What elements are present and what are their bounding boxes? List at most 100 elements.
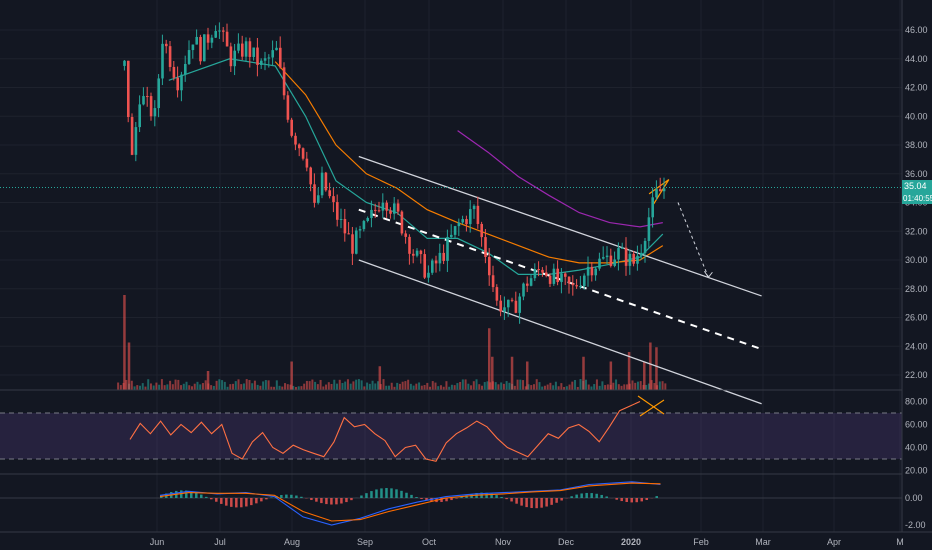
price-tick-label: 38.00: [905, 140, 928, 150]
macd-histogram-bar: [245, 498, 248, 507]
volume-bar: [437, 386, 440, 390]
rsi-axis[interactable]: 80.00 60.00 40.00 20.00: [905, 397, 928, 476]
candle-body: [320, 172, 324, 196]
candle-body: [279, 47, 282, 68]
macd-histogram-bar: [285, 494, 288, 498]
candle-body: [469, 209, 472, 225]
candle-body: [142, 96, 145, 105]
last-price-marker: 35.04 01:40:55: [902, 180, 932, 204]
candle-body: [237, 43, 240, 51]
volume-bar-spike: [526, 361, 529, 390]
macd-histogram-bar: [230, 498, 233, 507]
volume-bar: [196, 381, 199, 390]
macd-axis[interactable]: 0.00 -2.00: [905, 493, 926, 530]
macd-histogram-bar: [215, 498, 218, 502]
macd-histogram-bar: [425, 498, 428, 501]
macd-histogram-bar: [240, 498, 243, 508]
volume-bar: [177, 379, 180, 390]
volume-bar: [152, 385, 155, 390]
candle-body: [385, 202, 388, 211]
volume-bar: [234, 381, 237, 390]
volume-bar: [409, 383, 412, 390]
macd-histogram-bar: [515, 498, 518, 504]
volume-bar: [270, 386, 273, 390]
candle-body: [484, 237, 487, 257]
macd-histogram-bar: [445, 498, 448, 502]
candle-body: [636, 255, 639, 264]
volume-bar: [549, 382, 552, 390]
volume-bar: [336, 383, 338, 390]
candle-body: [146, 96, 149, 98]
candle-body: [210, 37, 214, 43]
macd-histogram-bar: [455, 498, 458, 499]
candle-body: [130, 117, 134, 155]
volume-bar: [286, 384, 289, 390]
candle-body: [180, 74, 183, 91]
candle-body: [579, 285, 582, 287]
volume-bar: [486, 381, 489, 390]
volume-bar: [141, 383, 144, 390]
macd-histogram-bar: [300, 496, 303, 498]
volume-bar: [601, 381, 604, 390]
macd-histogram-bar: [420, 498, 423, 499]
candle-body: [651, 197, 654, 218]
volume-bar: [396, 382, 399, 390]
volume-bar: [147, 379, 150, 390]
candle-body: [583, 275, 586, 286]
candle-body: [199, 36, 202, 62]
candle-body: [419, 250, 423, 255]
candle-body: [427, 272, 430, 278]
volume-bar: [174, 379, 177, 390]
volume-bar: [530, 385, 533, 390]
volume-bar: [598, 385, 601, 390]
macd-histogram-bar: [645, 498, 648, 501]
candle-body: [400, 211, 404, 234]
volume-bar: [502, 383, 505, 390]
macd-histogram-bar: [460, 496, 463, 498]
candle-body: [659, 189, 662, 192]
macd-histogram-bar: [205, 496, 208, 498]
time-tick-label: Mar: [755, 537, 771, 547]
macd-histogram-bar: [635, 498, 638, 503]
trend-channel-drawings[interactable]: [0, 155, 902, 405]
macd-histogram-bar: [350, 498, 353, 501]
time-tick-label: Feb: [693, 537, 709, 547]
macd-histogram-bar: [535, 498, 538, 509]
macd-signal-line: [159, 482, 661, 522]
rsi-pane[interactable]: [0, 395, 902, 462]
volume-bar-spike: [510, 356, 514, 390]
volume-bar: [169, 380, 172, 390]
volume-bar: [450, 384, 453, 390]
candle-body: [195, 36, 198, 45]
volume-bar: [346, 379, 349, 390]
macd-pane[interactable]: [0, 481, 902, 526]
volume-bar: [461, 379, 464, 390]
candle-body: [332, 196, 335, 203]
candle-body: [301, 148, 305, 159]
volume-bar: [316, 384, 319, 390]
volume-bar: [182, 383, 185, 390]
macd-histogram-bar: [500, 496, 503, 498]
macd-histogram-bar: [450, 498, 453, 501]
candle-body: [628, 253, 632, 266]
volume-bar: [494, 382, 497, 390]
volume-bar: [382, 379, 385, 390]
macd-histogram-bar: [520, 498, 523, 506]
price-pane[interactable]: [0, 22, 902, 405]
time-axis[interactable]: Jun Jul Aug Sep Oct Nov Dec 2020 Feb Mar Apr M: [150, 537, 904, 547]
candle-body: [602, 257, 605, 259]
volume-bar: [543, 385, 546, 390]
time-tick-label: Aug: [284, 537, 300, 547]
rsi-line-path: [129, 400, 641, 462]
volume-bar: [456, 383, 459, 390]
volume-bar: [262, 381, 265, 390]
projection-arrow-line: [677, 202, 709, 278]
volume-bar: [294, 386, 297, 390]
macd-series: [0, 481, 902, 526]
volume-bar: [253, 380, 256, 390]
volume-bar: [338, 379, 341, 390]
volume-bar: [275, 380, 278, 390]
volume-bar: [664, 383, 667, 390]
candle-body: [206, 34, 210, 43]
